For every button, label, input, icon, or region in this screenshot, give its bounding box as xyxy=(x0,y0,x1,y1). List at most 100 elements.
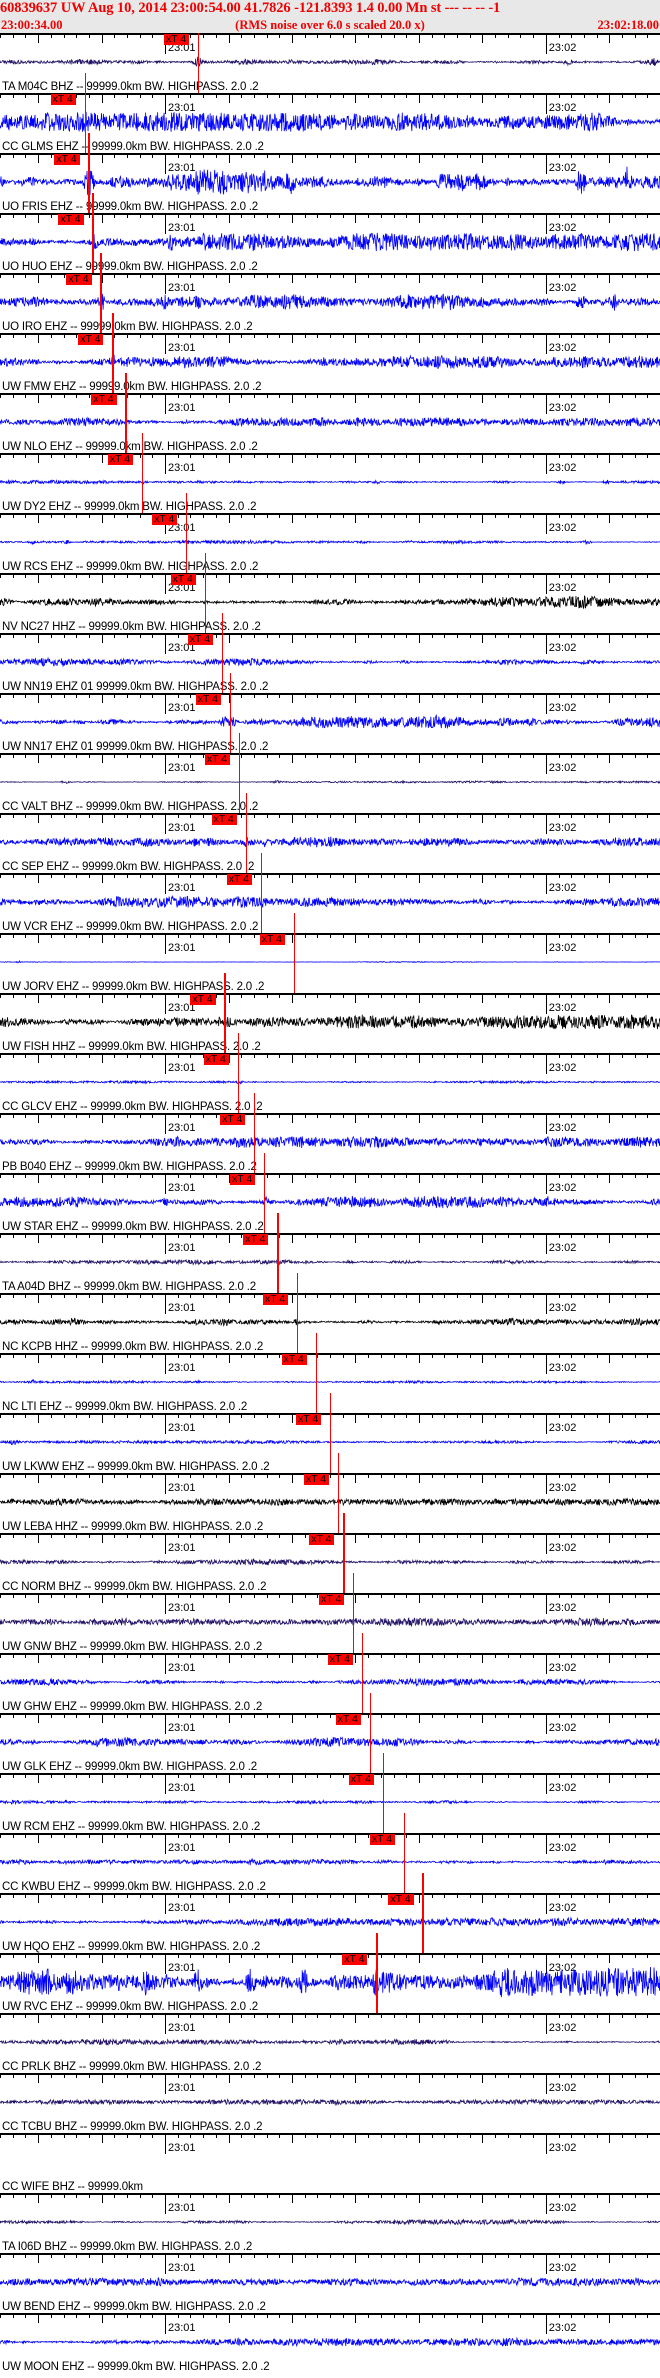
pick-marker-label[interactable]: xT 4 xyxy=(204,754,231,765)
trace-row[interactable]: 23:01 23:02 xT 4 UW RVC EHZ -- 99999.0km BW… xyxy=(0,1953,660,2013)
trace-row[interactable]: 23:01 23:02 xT 4 UO IRO EHZ -- 99999.0km BW… xyxy=(0,273,660,333)
pick-marker-label[interactable]: xT 4 xyxy=(327,1654,353,1665)
pick-marker-label[interactable]: xT 4 xyxy=(263,1294,289,1305)
trace-row[interactable]: 23:01 23:02 xT 4 UW HQO EHZ -- 99999.0km BW… xyxy=(0,1893,660,1953)
trace-row[interactable]: 23:01 23:02 xT 4 NC KCPB HHZ -- 99999.0km B… xyxy=(0,1293,660,1353)
pick-marker-label[interactable]: xT 4 xyxy=(348,1774,375,1785)
pick-marker-line[interactable] xyxy=(382,1773,385,1833)
pick-marker-label[interactable]: xT 4 xyxy=(309,1534,335,1545)
pick-marker-label[interactable]: xT 4 xyxy=(164,34,190,45)
pick-marker-label[interactable]: xT 4 xyxy=(203,1054,229,1065)
trace-row[interactable]: 23:01 23:02 xT 4 TA M04C BHZ -- 99999.0km B… xyxy=(0,33,660,93)
trace-row[interactable]: 23:01 23:02 xT 4 UW NLO EHZ -- 99999.0km BW… xyxy=(0,393,660,453)
trace-row[interactable]: 23:01 23:02 xT 4 UW JORV EHZ -- 99999.0km B… xyxy=(0,933,660,993)
trace-row[interactable]: 23:01 23:02 xT 4 CC NORM BHZ -- 99999.0km B… xyxy=(0,1533,660,1593)
trace-row[interactable]: 23:01 23:02 xT 4 CC SEP EHZ -- 99999.0km BW… xyxy=(0,813,660,873)
pick-marker-line[interactable] xyxy=(84,93,86,153)
trace-row[interactable]: 23:01 23:02 xT 4 NC LTI EHZ -- 99999.0km BW… xyxy=(0,1353,660,1413)
pick-marker-label[interactable]: xT 4 xyxy=(58,214,84,225)
pick-marker-line[interactable] xyxy=(198,33,200,93)
trace-row[interactable]: 23:01 23:02 xT 4 UW LEBA HHZ -- 99999.0km B… xyxy=(0,1473,660,1533)
trace-row[interactable]: 23:01 23:02 CC PRLK BHZ -- 99999.0km BW. H… xyxy=(0,2013,660,2073)
trace-row[interactable]: 23:01 23:02 xT 4 UW VCR EHZ -- 99999.0km BW… xyxy=(0,873,660,933)
pick-marker-line[interactable] xyxy=(141,453,144,513)
pick-marker-line[interactable] xyxy=(343,1533,345,1593)
pick-marker-line[interactable] xyxy=(245,813,247,873)
trace-row[interactable]: 23:01 23:02 xT 4 UW RCS EHZ -- 99999.0km BW… xyxy=(0,513,660,573)
pick-marker-label[interactable]: xT 4 xyxy=(230,1174,256,1185)
trace-row[interactable]: 23:01 23:02 CC WIFE BHZ -- 99999.0km xyxy=(0,2133,660,2193)
pick-marker-line[interactable] xyxy=(337,1473,340,1533)
trace-row[interactable]: 23:01 23:02 xT 4 UW LKWW EHZ -- 99999.0km B… xyxy=(0,1413,660,1473)
pick-marker-line[interactable] xyxy=(422,1893,424,1953)
pick-marker-line[interactable] xyxy=(293,933,296,993)
pick-marker-label[interactable]: xT 4 xyxy=(107,454,134,465)
pick-marker-line[interactable] xyxy=(376,1953,378,2013)
pick-marker-line[interactable] xyxy=(237,1053,239,1113)
pick-marker-line[interactable] xyxy=(238,753,241,813)
pick-marker-label[interactable]: xT 4 xyxy=(187,634,214,645)
pick-marker-label[interactable]: xT 4 xyxy=(369,1834,396,1845)
trace-row[interactable]: 23:01 23:02 xT 4 UW DY2 EHZ -- 99999.0km BW… xyxy=(0,453,660,513)
pick-marker-label[interactable]: xT 4 xyxy=(54,154,80,165)
trace-row[interactable]: 23:01 23:02 xT 4 UW GHW EHZ -- 99999.0km BW… xyxy=(0,1653,660,1713)
pick-marker-line[interactable] xyxy=(125,393,127,453)
pick-marker-line[interactable] xyxy=(254,1113,256,1173)
pick-marker-line[interactable] xyxy=(277,1233,279,1293)
pick-marker-line[interactable] xyxy=(112,333,114,393)
trace-row[interactable]: 23:01 23:02 CC TCBU BHZ -- 99999.0km BW. H… xyxy=(0,2073,660,2133)
trace-row[interactable]: 23:01 23:02 xT 4 CC VALT BHZ -- 99999.0km B… xyxy=(0,753,660,813)
pick-marker-label[interactable]: xT 4 xyxy=(190,994,216,1005)
pick-marker-line[interactable] xyxy=(330,1413,332,1473)
pick-marker-label[interactable]: xT 4 xyxy=(388,1894,414,1905)
pick-marker-line[interactable] xyxy=(224,993,226,1053)
pick-marker-label[interactable]: xT 4 xyxy=(211,814,237,825)
trace-row[interactable]: 23:01 23:02 xT 4 TA A04D BHZ -- 99999.0km B… xyxy=(0,1233,660,1293)
pick-marker-line[interactable] xyxy=(353,1593,355,1653)
trace-row[interactable]: 23:01 23:02 xT 4 UW RCM EHZ -- 99999.0km BW… xyxy=(0,1773,660,1833)
trace-row[interactable]: 23:01 23:02 xT 4 NV NC27 HHZ -- 99999.0km B… xyxy=(0,573,660,633)
trace-row[interactable]: 23:01 23:02 xT 4 CC GLMS EHZ -- 99999.0km B… xyxy=(0,93,660,153)
pick-marker-line[interactable] xyxy=(229,693,232,753)
pick-marker-label[interactable]: xT 4 xyxy=(91,394,117,405)
trace-row[interactable]: 23:01 23:02 xT 4 UW GNW BHZ -- 99999.0km BW… xyxy=(0,1593,660,1653)
pick-marker-line[interactable] xyxy=(204,573,206,633)
pick-marker-label[interactable]: xT 4 xyxy=(78,334,104,345)
trace-row[interactable]: 23:01 23:02 xT 4 PB B040 EHZ -- 99999.0km B… xyxy=(0,1113,660,1173)
pick-marker-line[interactable] xyxy=(260,873,263,933)
pick-marker-line[interactable] xyxy=(297,1293,299,1353)
trace-row[interactable]: 23:01 23:02 xT 4 UW STAR EHZ -- 99999.0km B… xyxy=(0,1173,660,1233)
trace-row[interactable]: 23:01 23:02 xT 4 UW FMW EHZ -- 99999.0km BW… xyxy=(0,333,660,393)
pick-marker-line[interactable] xyxy=(221,633,224,693)
pick-marker-label[interactable]: xT 4 xyxy=(152,514,178,525)
pick-marker-line[interactable] xyxy=(92,213,94,273)
trace-row[interactable]: 23:01 23:02 UW MOON EHZ -- 99999.0km BW. H… xyxy=(0,2313,660,2373)
pick-marker-label[interactable]: xT 4 xyxy=(50,94,76,105)
pick-marker-line[interactable] xyxy=(369,1713,371,1773)
pick-marker-label[interactable]: xT 4 xyxy=(303,1474,330,1485)
trace-row[interactable]: 23:01 23:02 xT 4 UW NN17 EHZ 01 99999.0km B… xyxy=(0,693,660,753)
pick-marker-label[interactable]: xT 4 xyxy=(243,1234,269,1245)
pick-marker-label[interactable]: xT 4 xyxy=(66,274,92,285)
pick-marker-line[interactable] xyxy=(403,1833,406,1893)
trace-row[interactable]: 23:01 23:02 xT 4 UO HUO EHZ -- 99999.0km BW… xyxy=(0,213,660,273)
pick-marker-label[interactable]: xT 4 xyxy=(220,1114,246,1125)
trace-row[interactable]: 23:01 23:02 TA I06D BHZ -- 99999.0km BW. H… xyxy=(0,2193,660,2253)
pick-marker-line[interactable] xyxy=(100,273,102,333)
pick-marker-label[interactable]: xT 4 xyxy=(259,934,285,945)
pick-marker-label[interactable]: xT 4 xyxy=(226,874,252,885)
pick-marker-line[interactable] xyxy=(186,513,188,573)
pick-marker-label[interactable]: xT 4 xyxy=(195,694,221,705)
pick-marker-line[interactable] xyxy=(361,1653,364,1713)
trace-row[interactable]: 23:01 23:02 UW BEND EHZ -- 99999.0km BW. H… xyxy=(0,2253,660,2313)
trace-row[interactable]: 23:01 23:02 xT 4 CC GLCV EHZ -- 99999.0km B… xyxy=(0,1053,660,1113)
pick-marker-label[interactable]: xT 4 xyxy=(296,1414,322,1425)
trace-row[interactable]: 23:01 23:02 xT 4 UO FRIS EHZ -- 99999.0km B… xyxy=(0,153,660,213)
pick-marker-line[interactable] xyxy=(88,153,90,213)
pick-marker-label[interactable]: xT 4 xyxy=(170,574,196,585)
pick-marker-label[interactable]: xT 4 xyxy=(319,1594,345,1605)
pick-marker-line[interactable] xyxy=(264,1173,266,1233)
pick-marker-line[interactable] xyxy=(315,1353,317,1413)
pick-marker-label[interactable]: xT 4 xyxy=(335,1714,361,1725)
pick-marker-label[interactable]: xT 4 xyxy=(342,1954,368,1965)
